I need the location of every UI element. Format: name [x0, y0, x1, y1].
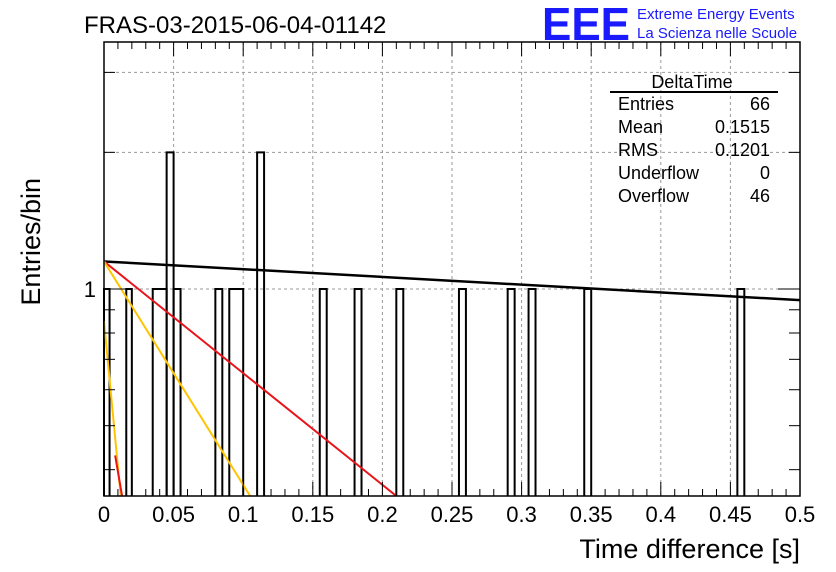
histogram-bin [165, 151, 175, 496]
stats-label: Overflow [618, 186, 690, 206]
x-tick-label: 0.1 [228, 502, 259, 527]
x-tick-label: 0.45 [709, 502, 752, 527]
x-tick-label: 0.25 [431, 502, 474, 527]
stats-box: DeltaTime Entries 66 Mean 0.1515 RMS 0.1201 Un… [610, 72, 778, 206]
x-tick-label: 0.2 [367, 502, 398, 527]
histogram-bin [506, 288, 516, 496]
stats-label: RMS [618, 140, 658, 160]
fit-curves [104, 260, 800, 496]
histogram-bin [172, 288, 182, 496]
histogram-bin [353, 288, 363, 496]
x-tick-label: 0 [98, 502, 110, 527]
stats-title: DeltaTime [651, 72, 732, 92]
histogram-bin [395, 288, 405, 496]
x-tick-label: 0.5 [785, 502, 816, 527]
fit-curve [104, 260, 252, 496]
histogram-bin [527, 288, 537, 496]
stats-label: Mean [618, 117, 663, 137]
histogram-bin [125, 288, 133, 496]
histogram-bin [736, 288, 746, 496]
stats-value: 0.1201 [715, 140, 770, 160]
fit-curve [104, 260, 800, 302]
histogram-bars [103, 151, 746, 496]
x-axis-label: Time difference [s] [579, 534, 800, 564]
fit-curve [114, 455, 124, 496]
histogram-bin [103, 288, 111, 496]
histogram-bin [457, 288, 467, 496]
x-tick-label: 0.15 [291, 502, 334, 527]
histogram-bin [318, 288, 328, 496]
stats-label: Underflow [618, 163, 700, 183]
logo-line-2: La Scienza nelle Scuole [637, 25, 797, 42]
stats-value: 0.1515 [715, 117, 770, 137]
y-tick-labels: 1 [84, 277, 96, 302]
y-axis-label: Entries/bin [16, 178, 46, 306]
eee-logo: EEE Extreme Energy Events La Scienza nel… [542, 0, 797, 50]
histogram-bin [151, 288, 168, 496]
stats-label: Entries [618, 94, 674, 114]
histogram-bin [214, 288, 224, 496]
histogram-bin [583, 288, 593, 496]
axis-ticks [103, 42, 801, 496]
stats-rows: Entries 66 Mean 0.1515 RMS 0.1201 Underflow 0 Ov… [618, 94, 770, 206]
x-tick-labels: 0 0.05 0.1 0.15 0.2 0.25 0.3 0.35 0.4 0.45 0.5 [98, 502, 815, 527]
histogram-bin [256, 151, 266, 496]
x-tick-label: 0.4 [646, 502, 677, 527]
histogram-bin [228, 288, 245, 496]
y-tick-label: 1 [84, 277, 96, 302]
chart-title: FRAS-03-2015-06-04-01142 [84, 12, 386, 39]
stats-value: 46 [750, 186, 770, 206]
stats-value: 66 [750, 94, 770, 114]
fit-curve [104, 260, 397, 496]
stats-value: 0 [760, 163, 770, 183]
x-tick-label: 0.35 [570, 502, 613, 527]
logo-line-1: Extreme Energy Events [637, 6, 795, 23]
x-tick-label: 0.3 [506, 502, 537, 527]
x-tick-label: 0.05 [152, 502, 195, 527]
